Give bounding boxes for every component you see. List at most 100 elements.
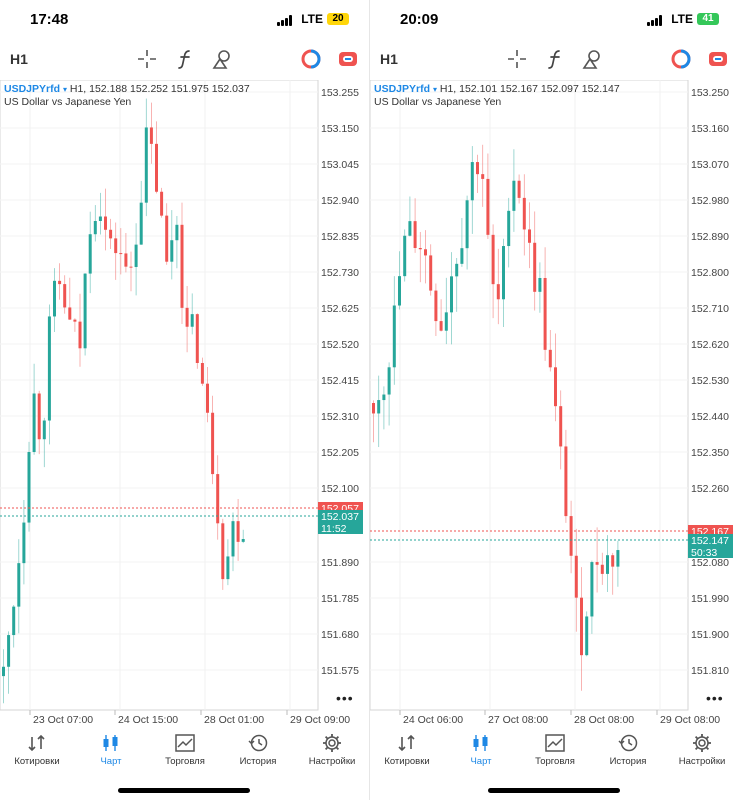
candle-body [58, 280, 62, 285]
nav-history[interactable]: История [223, 728, 293, 767]
candle-body [155, 143, 158, 192]
price-tick: 153.250 [691, 87, 729, 99]
price-tick: 152.620 [691, 339, 729, 351]
price-tick: 151.890 [321, 557, 359, 569]
candle-body [585, 616, 589, 656]
candle-body [465, 200, 469, 249]
candle-body [507, 210, 511, 247]
history-icon [248, 734, 268, 752]
objects-icon[interactable] [211, 48, 233, 70]
price-tick: 153.045 [321, 159, 359, 171]
more-icon[interactable]: ••• [336, 690, 354, 706]
nav-settings[interactable]: Настройки [667, 728, 737, 767]
candle-body [502, 246, 505, 300]
price-tick: 152.800 [691, 267, 729, 279]
signal-icon [647, 15, 663, 26]
symbol-dropdown-icon[interactable]: ▾ [62, 85, 67, 94]
symbol-dropdown-icon[interactable]: ▾ [432, 85, 437, 94]
price-tick: 151.785 [321, 593, 359, 605]
candle-body [564, 446, 568, 517]
ohlc-values: H1, 152.101 152.167 152.097 152.147 [439, 83, 620, 95]
candle-body [206, 383, 209, 413]
candle-body [470, 162, 474, 201]
one-click-trading-icon[interactable] [670, 48, 692, 70]
crosshair-icon[interactable] [506, 48, 528, 70]
candle-body [455, 263, 459, 277]
bottom-nav: Котировки Чарт Торговля История [0, 728, 369, 778]
timeframe-button[interactable]: H1 [10, 51, 28, 67]
symbol-description: US Dollar vs Japanese Yen [4, 96, 132, 108]
nav-settings[interactable]: Настройки [297, 728, 367, 767]
candle-body [512, 180, 516, 211]
quotes-icon [398, 734, 415, 752]
one-click-trading-icon[interactable] [300, 48, 322, 70]
candle-body [424, 249, 427, 256]
candle-body [377, 400, 381, 414]
candle-body [27, 452, 31, 523]
bid-label-box [318, 510, 363, 534]
signals-icon[interactable] [707, 48, 729, 70]
nav-trade[interactable]: Торговля [520, 728, 590, 767]
candle-body [98, 216, 102, 221]
candle-body [37, 393, 41, 440]
candle-body [517, 180, 521, 198]
nav-chart[interactable]: Чарт [446, 728, 516, 767]
candle-body [22, 522, 26, 564]
nav-quotes[interactable]: Котировки [2, 728, 72, 767]
nav-quotes[interactable]: Котировки [372, 728, 442, 767]
candle-body [538, 277, 542, 292]
indicators-icon[interactable] [174, 48, 196, 70]
price-tick: 152.350 [691, 447, 729, 459]
candle-body [175, 224, 179, 241]
gear-icon [693, 734, 711, 752]
bar-countdown: 50:33 [691, 547, 717, 559]
candle-body [226, 556, 230, 580]
symbol-description: US Dollar vs Japanese Yen [374, 96, 502, 108]
candle-body [460, 248, 464, 264]
nav-label: Торговля [165, 756, 205, 767]
price-tick: 152.310 [321, 411, 359, 423]
battery-icon: 41 [697, 13, 719, 25]
objects-icon[interactable] [581, 48, 603, 70]
candle-body [200, 362, 204, 384]
candle-body [522, 197, 526, 230]
candle-body [180, 224, 184, 308]
candle-body [241, 538, 245, 542]
price-tick: 152.080 [691, 557, 729, 569]
candle-body [236, 521, 240, 542]
candle-body [129, 266, 133, 268]
bid-price-label: 152.147 [691, 535, 729, 547]
candle-body [600, 564, 604, 574]
trade-icon [545, 734, 565, 752]
candle-body [47, 316, 51, 421]
price-chart[interactable]: 153.250 153.160 153.070 152.980 152.890 152.8… [370, 80, 739, 728]
more-icon[interactable]: ••• [706, 690, 724, 706]
nav-history[interactable]: История [593, 728, 663, 767]
symbol-name[interactable]: USDJPYrfd [4, 83, 61, 95]
candle-body [543, 277, 547, 350]
crosshair-icon[interactable] [136, 48, 158, 70]
price-tick: 152.730 [321, 267, 359, 279]
timeframe-button[interactable]: H1 [380, 51, 398, 67]
candle-body [185, 307, 189, 327]
nav-chart[interactable]: Чарт [76, 728, 146, 767]
nav-label: Чарт [100, 756, 122, 767]
price-tick: 152.530 [691, 375, 729, 387]
candle-body [32, 393, 36, 453]
price-chart[interactable]: 153.255 153.150 153.045 152.940 152.835 152.7… [0, 80, 369, 728]
time-tick: 29 Oct 08:00 [660, 714, 720, 726]
price-tick: 152.625 [321, 303, 359, 315]
candle-body [53, 280, 56, 317]
nav-trade[interactable]: Торговля [150, 728, 220, 767]
time-tick: 27 Oct 08:00 [488, 714, 548, 726]
signals-icon[interactable] [337, 48, 359, 70]
price-tick: 152.980 [691, 195, 729, 207]
price-tick: 152.710 [691, 303, 729, 315]
candle-body [190, 314, 194, 327]
time-tick: 28 Oct 08:00 [574, 714, 634, 726]
indicators-icon[interactable] [544, 48, 566, 70]
price-tick: 153.160 [691, 123, 729, 135]
candle-body [382, 394, 386, 401]
symbol-name[interactable]: USDJPYrfd [374, 83, 431, 95]
nav-label: Котировки [384, 756, 430, 767]
